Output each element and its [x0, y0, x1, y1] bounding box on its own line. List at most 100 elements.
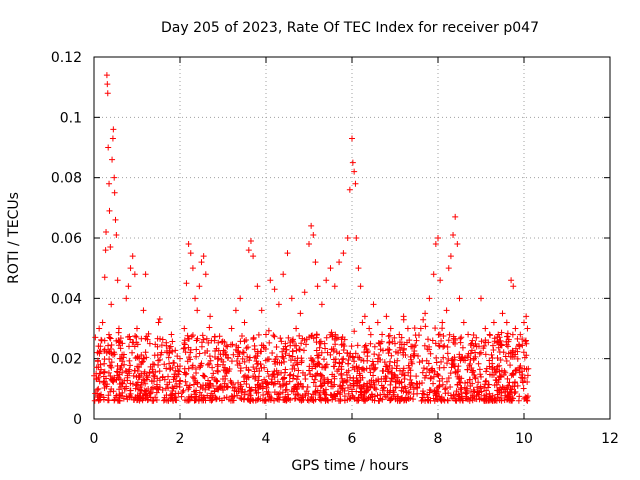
- data-point-band: [160, 397, 167, 404]
- data-point-band: [445, 375, 452, 382]
- data-point-band: [498, 329, 505, 336]
- data-point-band: [282, 350, 289, 357]
- data-point-band: [341, 343, 348, 350]
- data-point: [503, 319, 510, 326]
- data-point-band: [493, 339, 500, 346]
- data-point-band: [414, 390, 421, 397]
- data-point: [523, 313, 530, 320]
- data-point-band: [293, 376, 300, 383]
- data-point-band: [236, 360, 243, 367]
- data-point-band: [447, 383, 454, 390]
- data-point-band: [509, 383, 516, 390]
- data-point-band: [361, 344, 368, 351]
- data-point-band: [377, 395, 384, 402]
- data-point-band: [348, 388, 355, 395]
- data-point-band: [108, 385, 115, 392]
- data-point-band: [153, 397, 160, 404]
- data-point-band: [464, 354, 471, 361]
- data-point-band: [179, 389, 186, 396]
- data-point-band: [408, 380, 415, 387]
- data-point-band: [354, 342, 361, 349]
- data-point-band: [324, 380, 331, 387]
- data-point-band: [316, 391, 323, 398]
- data-point-band: [199, 385, 206, 392]
- data-point-band: [171, 359, 178, 366]
- data-point-band: [394, 374, 401, 381]
- data-point-band: [445, 390, 452, 397]
- data-point-band: [261, 364, 268, 371]
- data-point-band: [182, 349, 189, 356]
- data-point-band: [364, 396, 371, 403]
- data-point-band: [181, 341, 188, 348]
- data-point-band: [209, 364, 216, 371]
- data-point-band: [295, 392, 302, 399]
- data-point-band: [472, 375, 479, 382]
- data-point-band: [133, 382, 140, 389]
- data-point-band: [387, 395, 394, 402]
- data-point: [237, 295, 244, 302]
- data-point-band: [145, 396, 152, 403]
- data-point-band: [271, 368, 278, 375]
- data-point-band: [237, 395, 244, 402]
- data-point-band: [430, 380, 437, 387]
- data-point-band: [361, 393, 368, 400]
- data-point-band: [198, 360, 205, 367]
- data-point-band: [387, 381, 394, 388]
- data-point-band: [152, 368, 159, 375]
- data-point-band: [329, 383, 336, 390]
- data-point-band: [239, 355, 246, 362]
- data-point-band: [196, 389, 203, 396]
- data-point-band: [295, 367, 302, 374]
- data-point: [181, 325, 188, 332]
- data-point-band: [427, 397, 434, 404]
- x-tick-label: 0: [90, 431, 99, 447]
- data-point: [312, 259, 319, 266]
- data-point-band: [332, 356, 339, 363]
- data-point-band: [428, 374, 435, 381]
- data-point-band: [261, 376, 268, 383]
- data-point-band: [488, 351, 495, 358]
- data-point-band: [225, 354, 232, 361]
- data-point-band: [441, 342, 448, 349]
- data-point-band: [238, 396, 245, 403]
- data-point-band: [422, 397, 429, 404]
- data-point-band: [444, 350, 451, 357]
- data-point-band: [119, 340, 126, 347]
- data-point: [306, 241, 312, 248]
- data-point-band: [524, 372, 531, 379]
- data-point-band: [157, 335, 164, 342]
- data-point-band: [478, 338, 485, 345]
- data-point: [426, 295, 433, 302]
- data-point-band: [444, 360, 451, 367]
- data-point-band: [498, 394, 505, 401]
- data-point: [478, 295, 484, 302]
- data-point-band: [310, 358, 317, 365]
- data-point-band: [482, 378, 489, 385]
- data-point-band: [462, 357, 469, 364]
- data-point-band: [469, 380, 476, 387]
- data-point-band: [111, 351, 118, 358]
- data-point-band: [117, 376, 124, 383]
- data-point: [247, 238, 254, 245]
- data-point-band: [293, 342, 300, 349]
- data-point-band: [371, 384, 378, 391]
- data-point-band: [516, 365, 523, 372]
- data-point-band: [444, 343, 451, 350]
- data-point: [101, 274, 108, 281]
- y-tick-label: 0: [73, 412, 82, 428]
- data-point-band: [196, 364, 203, 371]
- data-point-band: [176, 383, 183, 390]
- data-point-band: [142, 380, 149, 387]
- data-point: [379, 331, 386, 338]
- data-point-band: [345, 390, 352, 397]
- data-point-band: [241, 338, 248, 345]
- data-point-band: [158, 342, 165, 349]
- data-point: [413, 337, 420, 344]
- data-point-band: [120, 395, 127, 402]
- chart-title: Day 205 of 2023, Rate Of TEC Index for r…: [161, 20, 539, 36]
- data-point-band: [448, 364, 455, 371]
- data-point-band: [172, 347, 179, 354]
- data-point-band: [503, 333, 510, 340]
- data-point-band: [489, 355, 496, 362]
- data-point-band: [333, 349, 340, 356]
